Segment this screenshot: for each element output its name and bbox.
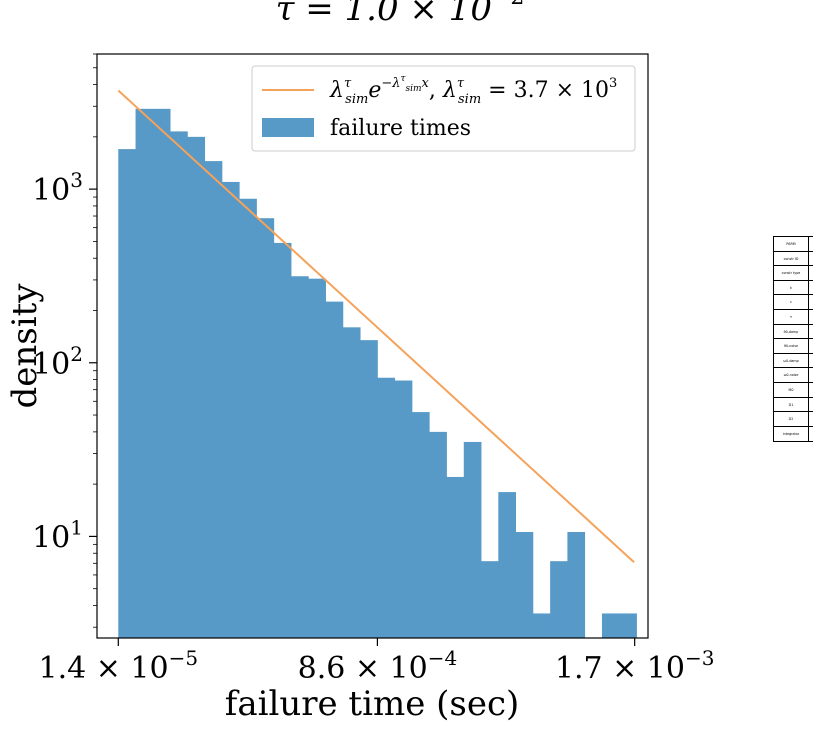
histogram-bars	[118, 108, 637, 639]
histogram-bar	[429, 431, 447, 638]
y-axis-ticks: 101 102 103	[32, 53, 97, 628]
side-table-row: ω0-noise	[774, 368, 813, 383]
legend-box	[251, 65, 636, 152]
side-table-key: ω0-damp	[774, 353, 809, 368]
legend-bar-label: failure times	[330, 116, 471, 141]
histogram-bar	[411, 412, 430, 638]
histogram-bar	[325, 301, 344, 638]
side-parameter-table: PARM constr ID constr type k c τ θ0-damp θ0-noi…	[773, 236, 813, 443]
histogram-bar	[291, 276, 309, 638]
exponential-fit-line	[117, 89, 635, 563]
y-axis-label: density	[5, 283, 45, 409]
side-table-key: ω0-noise	[774, 368, 809, 382]
chart-title-exponent: −2	[492, 0, 524, 10]
x-tick-label: 8.6 × 10−4	[298, 646, 458, 686]
histogram-bar	[394, 380, 413, 638]
side-table-key: integrator	[774, 426, 809, 442]
histogram-bar	[273, 242, 292, 639]
legend-fit-label: λτ sime−λτsimx, λτ sim = 3.7 × 103	[329, 74, 617, 107]
side-table-row: c	[774, 295, 813, 310]
histogram-bar	[187, 136, 206, 638]
x-axis-label: failure time (sec)	[225, 684, 520, 724]
side-table-row: PARM	[774, 237, 813, 252]
side-table-value	[809, 383, 813, 397]
side-table-row: θ0-noise	[774, 339, 813, 354]
side-table-row: D1	[774, 397, 813, 413]
side-table-key: c	[774, 295, 809, 309]
side-table-value	[809, 339, 813, 353]
side-table-value	[809, 295, 813, 309]
side-table-key: PARM	[774, 237, 809, 251]
side-table-key: D1	[774, 397, 809, 412]
side-table-row: ω0-damp	[774, 353, 813, 369]
histogram-bar	[135, 108, 154, 639]
side-table-value	[809, 281, 813, 295]
histogram-bar	[118, 149, 136, 638]
plot-frame	[96, 53, 649, 639]
side-table-row: θ0-damp	[774, 324, 813, 340]
histogram-bar	[221, 181, 240, 639]
histogram-bar	[550, 561, 568, 638]
side-table-value	[809, 310, 813, 324]
side-table-value	[809, 266, 813, 280]
histogram-bar	[619, 613, 637, 638]
side-table-key: τ	[774, 309, 809, 324]
histogram-bar	[256, 218, 275, 638]
side-table-row: integrator	[774, 426, 813, 442]
side-table-key: constr type	[774, 266, 809, 280]
legend: λτ sime−λτsimx, λτ sim = 3.7 × 103 failure…	[251, 65, 636, 152]
y-tick-label: 102	[32, 342, 83, 382]
histogram-bar	[204, 161, 223, 638]
side-table-value	[809, 354, 813, 368]
side-table-row: k	[774, 280, 813, 296]
side-table-row: constr type	[774, 266, 813, 281]
histogram-bar	[601, 613, 620, 638]
side-table-value	[809, 252, 813, 266]
side-table-key: constr ID	[774, 251, 809, 266]
histogram-bar	[463, 441, 482, 638]
side-table-row: M0	[774, 382, 813, 398]
chart-title-text: τ = 1.0 × 10	[276, 0, 492, 29]
histogram-bar	[308, 278, 326, 638]
side-table-value	[809, 325, 813, 339]
histogram-bar	[342, 327, 361, 638]
histogram-bar	[567, 532, 586, 638]
x-axis-ticks: 1.4 × 10−5 8.6 × 10−4 1.7 × 10−3	[38, 638, 714, 686]
histogram-bar	[239, 198, 257, 638]
histogram-bar	[360, 340, 378, 638]
y-tick-label: 101	[32, 515, 83, 555]
y-tick-label: 103	[32, 168, 83, 208]
chart-title: τ = 1.0 × 10−2	[276, 0, 525, 29]
side-table-key: θ0-damp	[774, 324, 809, 339]
histogram-bar	[446, 476, 465, 638]
x-tick-label: 1.7 × 10−3	[555, 646, 715, 686]
side-table-value	[809, 412, 813, 426]
side-table-key: θ0-noise	[774, 339, 809, 353]
histogram-bar	[152, 108, 171, 639]
histogram-bar	[481, 561, 499, 638]
side-table-value	[809, 368, 813, 382]
side-table-row: D2	[774, 412, 813, 427]
side-table-key: M0	[774, 382, 809, 397]
side-table-key: D2	[774, 412, 809, 426]
side-table-value	[809, 427, 813, 442]
side-table-value	[809, 237, 813, 251]
legend-bar-swatch	[262, 118, 314, 137]
side-table-value	[809, 398, 813, 412]
histogram-bar	[170, 131, 188, 638]
histogram-bar	[498, 492, 516, 638]
histogram-bar	[377, 377, 396, 638]
histogram-bar	[532, 613, 551, 638]
side-table-row: constr ID	[774, 251, 813, 267]
side-table-key: k	[774, 280, 809, 295]
histogram-bar	[515, 532, 534, 638]
side-table-row: τ	[774, 309, 813, 325]
x-tick-label: 1.4 × 10−5	[38, 646, 198, 686]
